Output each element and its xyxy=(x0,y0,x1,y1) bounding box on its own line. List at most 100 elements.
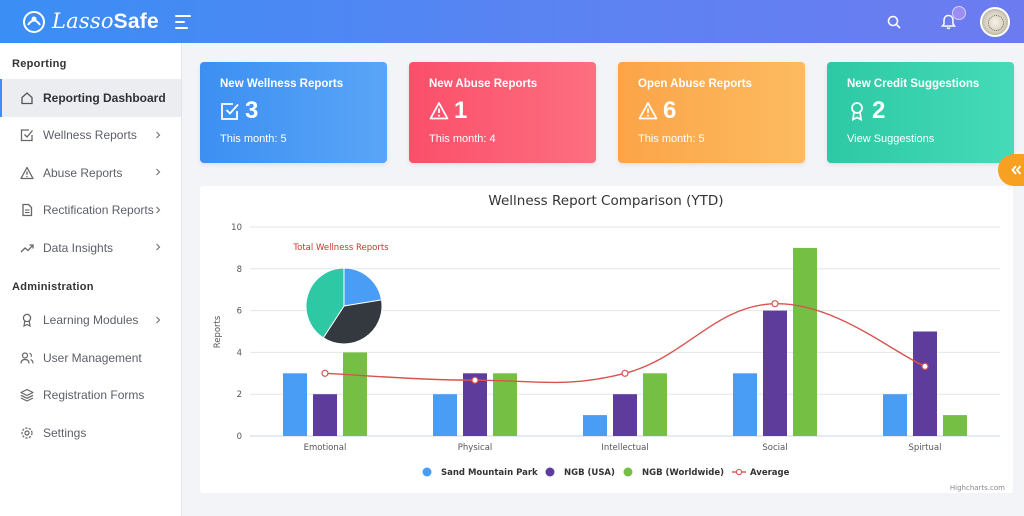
card-title: New Credit Suggestions xyxy=(847,78,980,90)
panel-toggle-button[interactable] xyxy=(998,154,1024,186)
average-point[interactable] xyxy=(321,369,329,377)
card-subtext: This month: 5 xyxy=(220,133,287,145)
sidebar-item-settings[interactable]: Settings xyxy=(0,414,181,452)
bar[interactable] xyxy=(943,415,967,436)
sidebar-item-label: Rectification Reports xyxy=(43,203,154,218)
card-value: 2 xyxy=(872,97,886,124)
warning-icon xyxy=(429,101,449,121)
bar[interactable] xyxy=(433,394,457,436)
bar[interactable] xyxy=(313,394,337,436)
average-point[interactable] xyxy=(471,376,479,384)
average-point[interactable] xyxy=(921,362,929,371)
legend-label[interactable]: Average xyxy=(750,468,790,478)
sidebar-item-label: Reporting Dashboard xyxy=(43,90,166,105)
sidebar-section-reporting: Reporting xyxy=(12,58,67,70)
y-tick-label: 0 xyxy=(237,432,242,442)
sidebar-item-rectification-reports[interactable]: Rectification Reports xyxy=(0,192,181,230)
legend-label[interactable]: NGB (USA) xyxy=(564,468,615,478)
bar[interactable] xyxy=(913,331,937,437)
award-icon xyxy=(847,101,867,121)
y-tick-label: 4 xyxy=(237,348,242,358)
y-tick-label: 2 xyxy=(237,390,242,400)
chevron-right-icon xyxy=(156,243,161,251)
legend-label[interactable]: NGB (Worldwide) xyxy=(642,468,724,478)
x-tick-label: Social xyxy=(762,443,787,453)
sidebar-item-label: Registration Forms xyxy=(43,388,145,403)
credits-link[interactable]: Highcharts.com xyxy=(950,484,1005,492)
bar[interactable] xyxy=(793,247,817,436)
top-bar: LassoSafe xyxy=(0,0,1024,43)
y-axis-label: Reports xyxy=(213,315,223,348)
sidebar-item-data-insights[interactable]: Data Insights xyxy=(0,229,181,267)
chevron-right-icon xyxy=(156,316,161,323)
sidebar-item-label: Data Insights xyxy=(43,240,114,255)
pie-title: Total Wellness Reports xyxy=(292,243,389,253)
bar[interactable] xyxy=(343,352,367,436)
bar[interactable] xyxy=(583,415,607,436)
check-square-icon xyxy=(220,101,240,121)
card-subtext: This month: 5 xyxy=(638,133,705,145)
sidebar-item-label: Learning Modules xyxy=(43,313,139,328)
card-link-view-suggestions[interactable]: View Suggestions xyxy=(847,133,935,145)
logo[interactable]: LassoSafe xyxy=(22,9,159,34)
avatar[interactable] xyxy=(980,6,1010,37)
average-point[interactable] xyxy=(771,300,779,308)
bar[interactable] xyxy=(283,373,307,436)
bar[interactable] xyxy=(613,394,637,436)
double-chevron-left-icon xyxy=(1011,165,1022,175)
legend-marker[interactable] xyxy=(735,468,743,476)
card-value: 3 xyxy=(245,97,259,124)
bar[interactable] xyxy=(493,373,517,436)
legend-swatch[interactable] xyxy=(422,467,432,477)
sidebar-item-registration-forms[interactable]: Registration Forms xyxy=(0,377,181,415)
sidebar-item-label: User Management xyxy=(43,350,142,365)
pie-slice[interactable] xyxy=(322,299,383,345)
pie-slice[interactable] xyxy=(305,267,345,339)
chevron-right-icon xyxy=(156,168,161,176)
sidebar-section-administration: Administration xyxy=(12,280,94,293)
y-tick-label: 8 xyxy=(237,265,242,275)
sidebar-item-user-management[interactable]: User Management xyxy=(0,339,181,377)
card-title: Open Abuse Reports xyxy=(638,78,752,90)
y-tick-label: 10 xyxy=(231,223,242,233)
sidebar-item-learning-modules[interactable]: Learning Modules xyxy=(0,302,181,340)
card-new-abuse-reports[interactable]: New Abuse Reports 1 This month: 4 xyxy=(409,62,596,163)
x-tick-label: Spirtual xyxy=(909,443,942,453)
sidebar-item-wellness-reports[interactable]: Wellness Reports xyxy=(0,117,181,155)
chart-title: Wellness Report Comparison (YTD) xyxy=(488,193,723,209)
menu-toggle-icon[interactable] xyxy=(174,14,191,29)
bar[interactable] xyxy=(763,310,787,436)
legend-swatch[interactable] xyxy=(623,467,633,477)
y-tick-label: 6 xyxy=(237,307,242,317)
chevron-right-icon xyxy=(156,131,161,138)
sidebar-item-abuse-reports[interactable]: Abuse Reports xyxy=(0,154,181,192)
x-tick-label: Physical xyxy=(458,443,493,453)
warning-icon xyxy=(638,101,658,121)
sidebar-item-label: Abuse Reports xyxy=(43,165,123,180)
notification-bell-icon[interactable] xyxy=(938,5,966,32)
layers-icon xyxy=(20,388,34,402)
card-title: New Wellness Reports xyxy=(220,78,344,90)
card-open-abuse-reports[interactable]: Open Abuse Reports 6 This month: 5 xyxy=(618,62,805,163)
card-new-wellness-reports[interactable]: New Wellness Reports 3 This month: 5 xyxy=(200,62,387,163)
notification-badge xyxy=(952,5,966,20)
logo-text: LassoSafe xyxy=(52,9,159,33)
bar[interactable] xyxy=(883,394,907,436)
sidebar-item-reporting-dashboard[interactable]: Reporting Dashboard xyxy=(0,79,181,117)
bar[interactable] xyxy=(733,373,757,436)
sidebar-item-label: Settings xyxy=(43,425,87,440)
x-tick-label: Intellectual xyxy=(601,443,648,453)
legend-swatch[interactable] xyxy=(545,467,555,477)
card-value: 6 xyxy=(663,97,677,124)
file-icon xyxy=(20,203,34,217)
trending-icon xyxy=(20,241,34,255)
average-point[interactable] xyxy=(621,369,629,377)
users-icon xyxy=(20,351,34,365)
sidebar-item-label: Wellness Reports xyxy=(43,128,137,143)
card-new-credit-suggestions[interactable]: New Credit Suggestions 2 View Suggestion… xyxy=(827,62,1014,163)
bar[interactable] xyxy=(643,373,667,436)
card-value: 1 xyxy=(454,97,468,124)
search-icon[interactable] xyxy=(884,12,904,32)
legend-label[interactable]: Sand Mountain Park xyxy=(441,468,538,478)
pie-slice[interactable] xyxy=(343,267,383,307)
